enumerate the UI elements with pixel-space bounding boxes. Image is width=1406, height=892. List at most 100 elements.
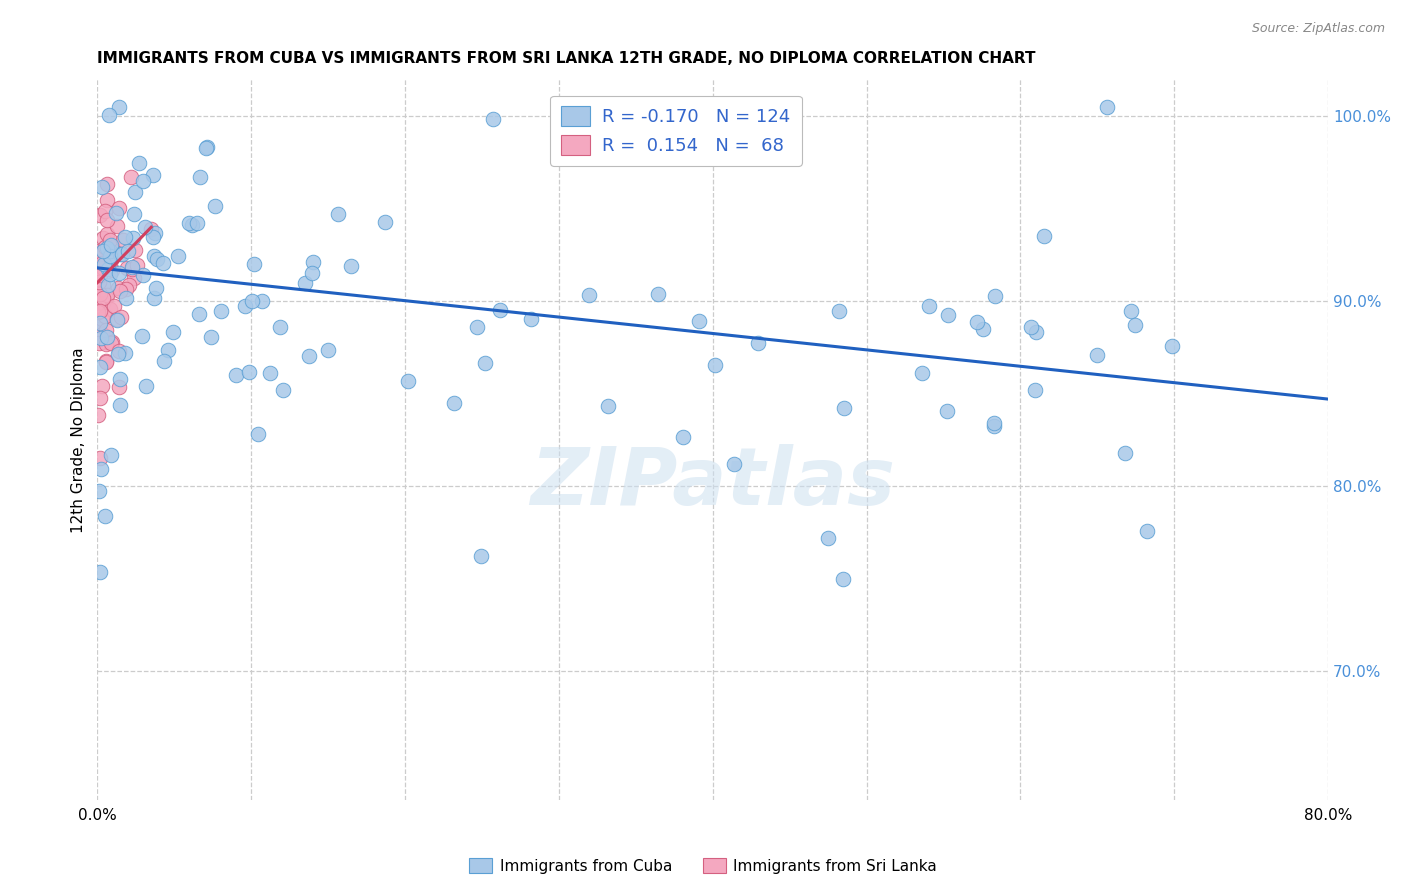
Point [298,349,321,363]
Point [105,312,128,326]
Point [90,331,112,345]
Point [87,285,110,300]
Point [108,398,131,412]
Point [817,531,839,545]
Point [179,216,201,230]
Point [120,170,142,185]
Point [100,448,122,462]
Point [91,256,114,270]
Point [186,216,208,230]
Point [100,238,122,252]
Point [132,268,155,282]
Point [1025,325,1047,339]
Point [87,322,110,336]
Point [89,565,111,579]
Point [326,207,349,221]
Point [93,259,115,273]
Point [443,395,465,409]
Point [87,304,110,318]
Point [117,244,139,258]
Point [96,241,118,255]
Point [243,257,266,271]
Point [195,140,218,154]
Point [145,280,167,294]
Point [110,284,132,298]
Point [209,303,232,318]
Point [1119,304,1142,318]
Point [153,354,176,368]
Legend: Immigrants from Cuba, Immigrants from Sri Lanka: Immigrants from Cuba, Immigrants from Sr… [463,852,943,880]
Point [87,335,110,350]
Text: Source: ZipAtlas.com: Source: ZipAtlas.com [1251,22,1385,36]
Point [124,243,146,257]
Point [91,231,114,245]
Point [269,320,291,334]
Point [98,233,121,247]
Point [482,112,505,126]
Point [145,252,167,267]
Point [259,366,281,380]
Point [87,244,110,259]
Point [984,289,1007,303]
Point [831,572,853,586]
Point [94,353,117,368]
Point [141,222,163,236]
Point [122,231,145,245]
Point [1024,383,1046,397]
Point [124,185,146,199]
Point [143,226,166,240]
Point [181,218,204,232]
Point [200,330,222,344]
Point [107,347,129,361]
Point [125,258,148,272]
Point [1033,228,1056,243]
Point [188,169,211,184]
Point [157,343,180,357]
Point [598,399,620,413]
Point [966,315,988,329]
Point [89,316,111,330]
Text: ZIPatlas: ZIPatlas [530,444,896,522]
Point [107,266,129,280]
Point [972,322,994,336]
Point [96,178,118,192]
Point [103,299,125,313]
Point [128,156,150,170]
Point [131,329,153,343]
Point [118,278,141,293]
Point [96,227,118,242]
Point [935,404,957,418]
Point [96,212,118,227]
Point [105,313,128,327]
Point [108,372,131,386]
Point [104,205,127,219]
Point [101,262,124,277]
Point [142,168,165,182]
Point [294,276,316,290]
Point [107,380,129,394]
Point [96,288,118,302]
Point [247,427,270,442]
Point [108,344,131,359]
Point [238,365,260,379]
Point [89,304,111,318]
Point [1095,100,1118,114]
Point [688,314,710,328]
Point [647,286,669,301]
Point [100,334,122,349]
Point [89,286,111,301]
Point [302,255,325,269]
Point [723,457,745,471]
Point [98,249,121,263]
Point [828,303,851,318]
Point [983,419,1005,434]
Point [301,266,323,280]
Point [488,302,510,317]
Point [100,239,122,253]
Point [832,401,855,415]
Legend: R = -0.170   N = 124, R =  0.154   N =  68: R = -0.170 N = 124, R = 0.154 N = 68 [550,95,801,166]
Point [152,256,174,270]
Point [91,312,114,326]
Point [162,326,184,340]
Point [94,355,117,369]
